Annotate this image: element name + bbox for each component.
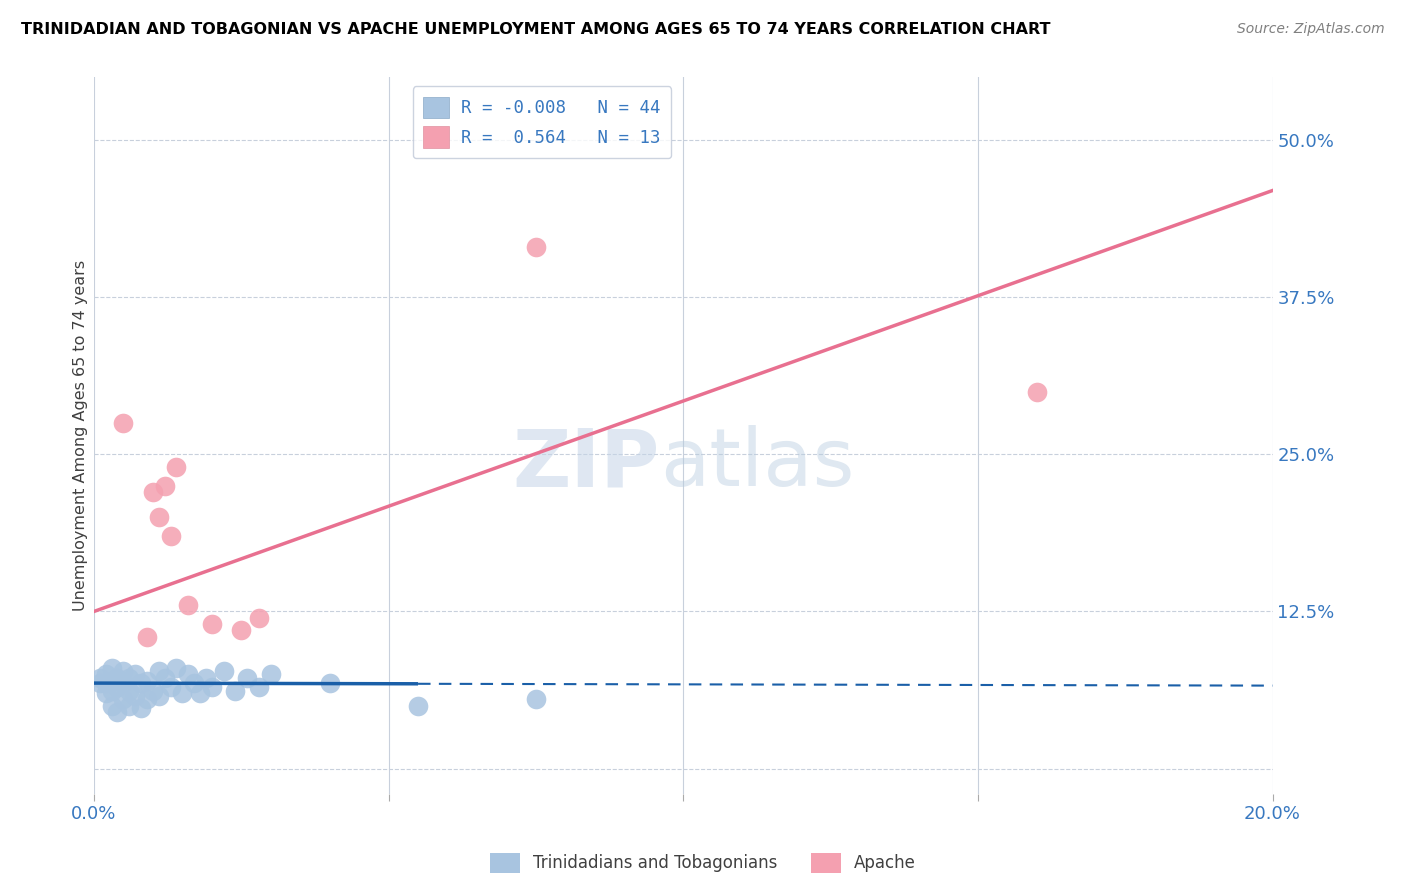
Legend: R = -0.008   N = 44, R =  0.564   N = 13: R = -0.008 N = 44, R = 0.564 N = 13 [412,87,671,158]
Point [247,680,270,694]
Point [100,683,122,698]
Point [112,416,135,430]
Text: ZIP: ZIP [512,425,659,503]
Point [212,664,235,678]
Point [148,510,170,524]
Point [224,683,246,698]
Point [136,673,159,688]
Point [142,683,165,698]
Point [260,667,283,681]
Point [107,680,129,694]
Point [148,664,170,678]
Point [118,671,141,685]
Point [107,705,129,719]
Y-axis label: Unemployment Among Ages 65 to 74 years: Unemployment Among Ages 65 to 74 years [73,260,89,611]
Point [112,692,135,706]
Point [159,680,181,694]
Point [136,630,159,644]
Point [112,664,135,678]
Point [136,692,159,706]
Point [406,698,429,713]
Point [524,692,547,706]
Point [201,680,224,694]
Point [94,686,117,700]
Point [94,676,117,690]
Point [129,701,152,715]
Point [94,667,117,681]
Point [112,676,135,690]
Legend: Trinidadians and Tobagonians, Apache: Trinidadians and Tobagonians, Apache [484,847,922,880]
Point [177,667,200,681]
Point [124,667,146,681]
Point [148,689,170,703]
Point [524,240,547,254]
Point [247,611,270,625]
Point [194,671,217,685]
Point [177,598,200,612]
Point [231,624,253,638]
Point [183,676,205,690]
Text: atlas: atlas [659,425,853,503]
Point [153,671,176,685]
Point [165,661,187,675]
Text: Source: ZipAtlas.com: Source: ZipAtlas.com [1237,22,1385,37]
Point [318,676,340,690]
Point [100,698,122,713]
Point [129,676,152,690]
Point [201,617,224,632]
Text: TRINIDADIAN AND TOBAGONIAN VS APACHE UNEMPLOYMENT AMONG AGES 65 TO 74 YEARS CORR: TRINIDADIAN AND TOBAGONIAN VS APACHE UNE… [21,22,1050,37]
Point [153,479,176,493]
Point [89,676,111,690]
Point [118,683,141,698]
Point [165,460,187,475]
Point [89,671,111,685]
Point [124,689,146,703]
Point [107,671,129,685]
Point [142,485,165,500]
Point [172,686,194,700]
Point [188,686,211,700]
Point [118,698,141,713]
Point [159,529,181,543]
Point [100,673,122,688]
Point [236,671,259,685]
Point [1025,384,1047,399]
Point [100,661,122,675]
